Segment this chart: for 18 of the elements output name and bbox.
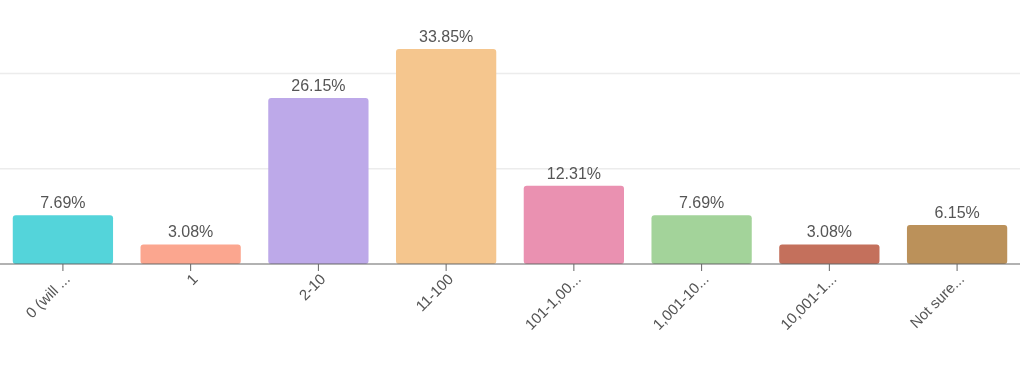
bar [651, 215, 752, 264]
bar [268, 97, 369, 264]
data-label: 26.15% [291, 76, 346, 94]
bar [779, 244, 880, 264]
bar [395, 49, 497, 264]
bar [12, 215, 114, 264]
x-tick-label: 0 (will ... [22, 270, 74, 322]
data-label: 33.85% [419, 28, 474, 45]
data-label: 3.08% [806, 223, 853, 241]
bar [140, 244, 241, 264]
x-tick-label: 1 [182, 270, 201, 289]
data-label: 6.15% [934, 203, 980, 221]
bar [906, 224, 1008, 264]
data-label: 3.08% [167, 223, 214, 241]
data-label: 12.31% [546, 164, 601, 182]
bar [523, 185, 625, 264]
data-label: 7.69% [678, 194, 725, 212]
data-label: 7.69% [40, 194, 86, 212]
